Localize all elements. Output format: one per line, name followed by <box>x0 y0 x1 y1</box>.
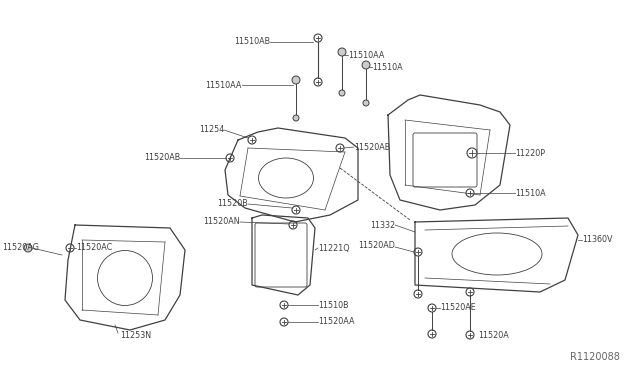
Circle shape <box>363 100 369 106</box>
Text: 11510AA: 11510AA <box>205 80 242 90</box>
Text: 11332: 11332 <box>370 221 395 230</box>
Text: 11510AA: 11510AA <box>348 51 385 60</box>
Text: 11520AE: 11520AE <box>440 304 476 312</box>
Text: 11221Q: 11221Q <box>318 244 349 253</box>
Text: 11510A: 11510A <box>372 62 403 71</box>
Text: 11510B: 11510B <box>318 301 349 310</box>
Circle shape <box>24 244 32 252</box>
Circle shape <box>339 90 345 96</box>
Text: 11510A: 11510A <box>515 189 546 198</box>
Text: 11520AN: 11520AN <box>204 218 240 227</box>
Text: 11510AB: 11510AB <box>234 38 270 46</box>
Circle shape <box>362 61 370 69</box>
Circle shape <box>338 48 346 56</box>
Text: 11520AA: 11520AA <box>318 317 355 327</box>
Text: 11520AB: 11520AB <box>354 142 390 151</box>
Text: 11520AC: 11520AC <box>76 244 112 253</box>
Text: 11520AB: 11520AB <box>144 154 180 163</box>
Text: 11520AG: 11520AG <box>2 244 39 253</box>
Text: 11220P: 11220P <box>515 148 545 157</box>
Text: 11520B: 11520B <box>217 199 248 208</box>
Circle shape <box>293 115 299 121</box>
Text: 11520AD: 11520AD <box>358 241 395 250</box>
Text: 11360V: 11360V <box>582 235 612 244</box>
Circle shape <box>292 76 300 84</box>
Text: 11520A: 11520A <box>478 330 509 340</box>
Text: 11254: 11254 <box>199 125 224 135</box>
Text: R1120088: R1120088 <box>570 352 620 362</box>
Text: 11253N: 11253N <box>120 330 151 340</box>
